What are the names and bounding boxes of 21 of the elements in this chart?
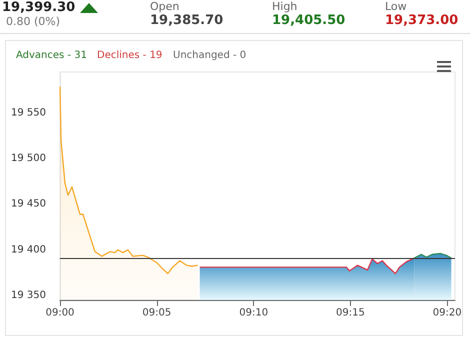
- text: Advances - 31: [16, 50, 87, 61]
- text: Open: [150, 0, 180, 13]
- chart-subtitle: 0.80 (0%): [6, 15, 60, 28]
- y-tick-label: 19 400: [11, 244, 46, 256]
- x-tick-label: 09:00: [46, 308, 74, 318]
- y-tick-label: 19 350: [11, 290, 46, 301]
- x-tick-label: 09:05: [142, 308, 172, 318]
- y-tick-label: 19 500: [11, 153, 46, 164]
- y-tick-label: 19 550: [11, 108, 46, 119]
- text: 19,385.70: [150, 13, 224, 28]
- y-tick-label: 19 450: [11, 198, 46, 210]
- text: High: [272, 0, 298, 13]
- text: 19,373.00: [385, 13, 458, 28]
- x-tick-label: 09:15: [336, 308, 365, 318]
- x-tick-label: 09:20: [432, 308, 462, 318]
- text: Unchanged - 0: [173, 50, 246, 61]
- text: 19,405.50: [272, 13, 346, 28]
- chart-title: 19,399.30: [2, 0, 76, 15]
- text: Declines - 19: [97, 50, 162, 61]
- x-tick-label: 09:10: [239, 308, 268, 318]
- text: Low: [385, 0, 407, 13]
